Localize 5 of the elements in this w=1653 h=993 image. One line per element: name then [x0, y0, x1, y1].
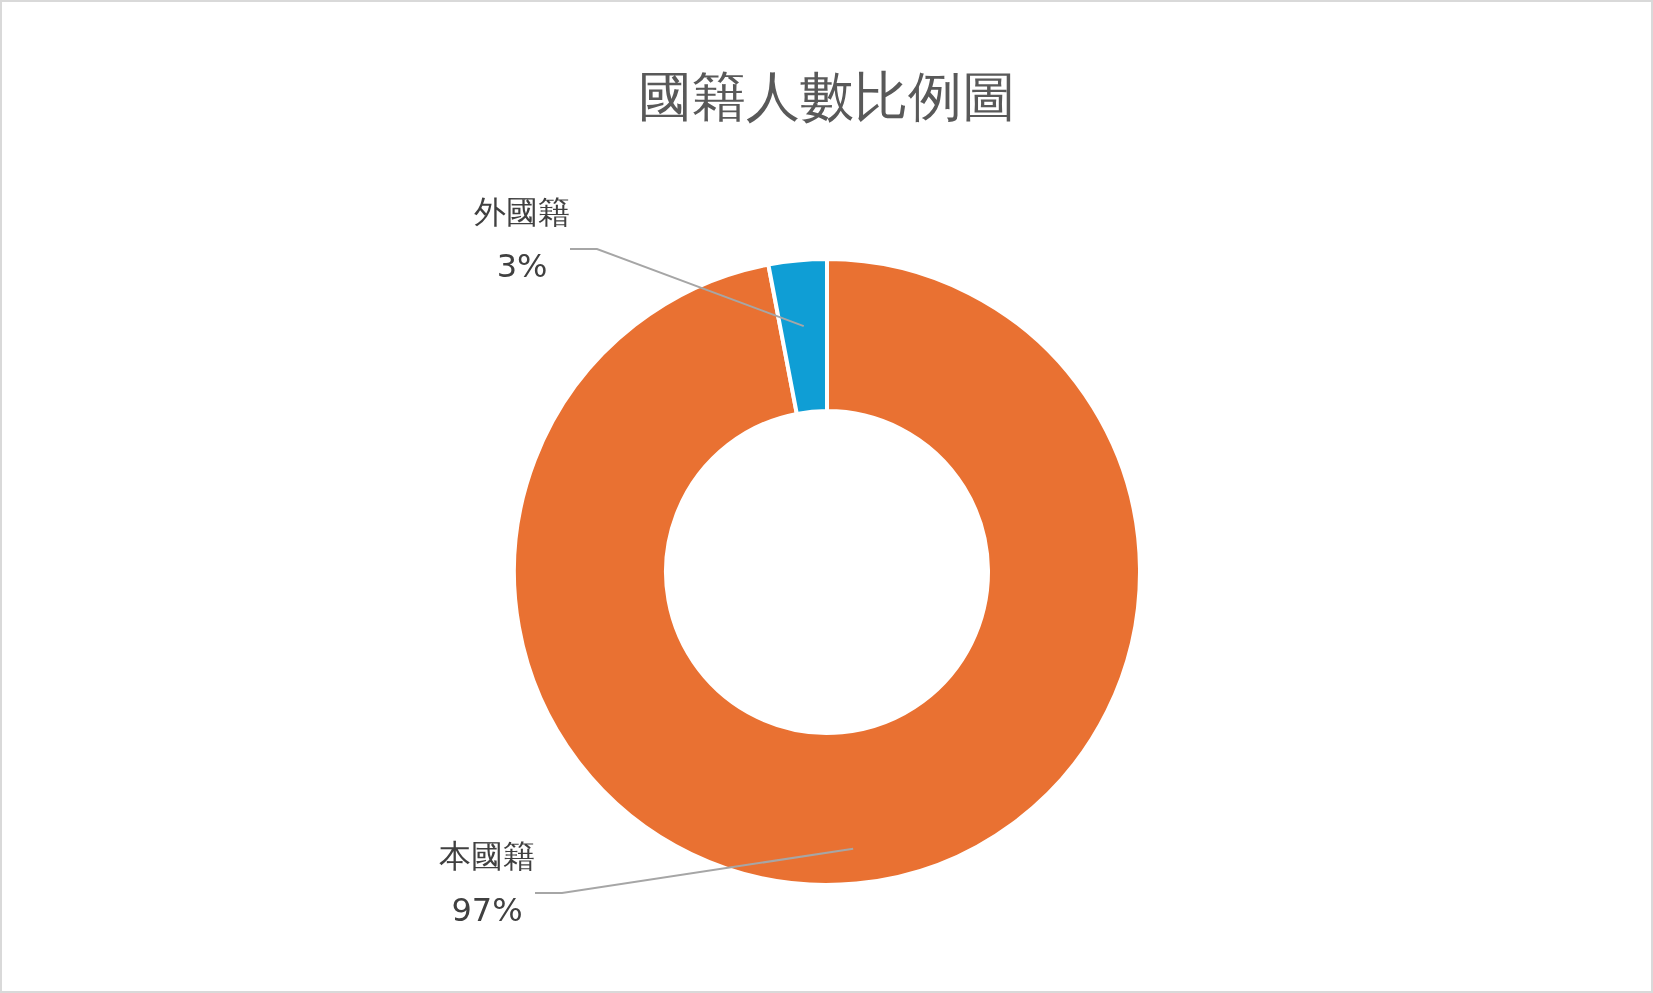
data-label: 3%	[496, 247, 548, 285]
slice-label: 本國籍	[439, 837, 535, 875]
slice-label: 外國籍	[474, 193, 570, 231]
data-label: 97%	[451, 891, 523, 929]
chart-title: 國籍人數比例圖	[638, 65, 1016, 128]
